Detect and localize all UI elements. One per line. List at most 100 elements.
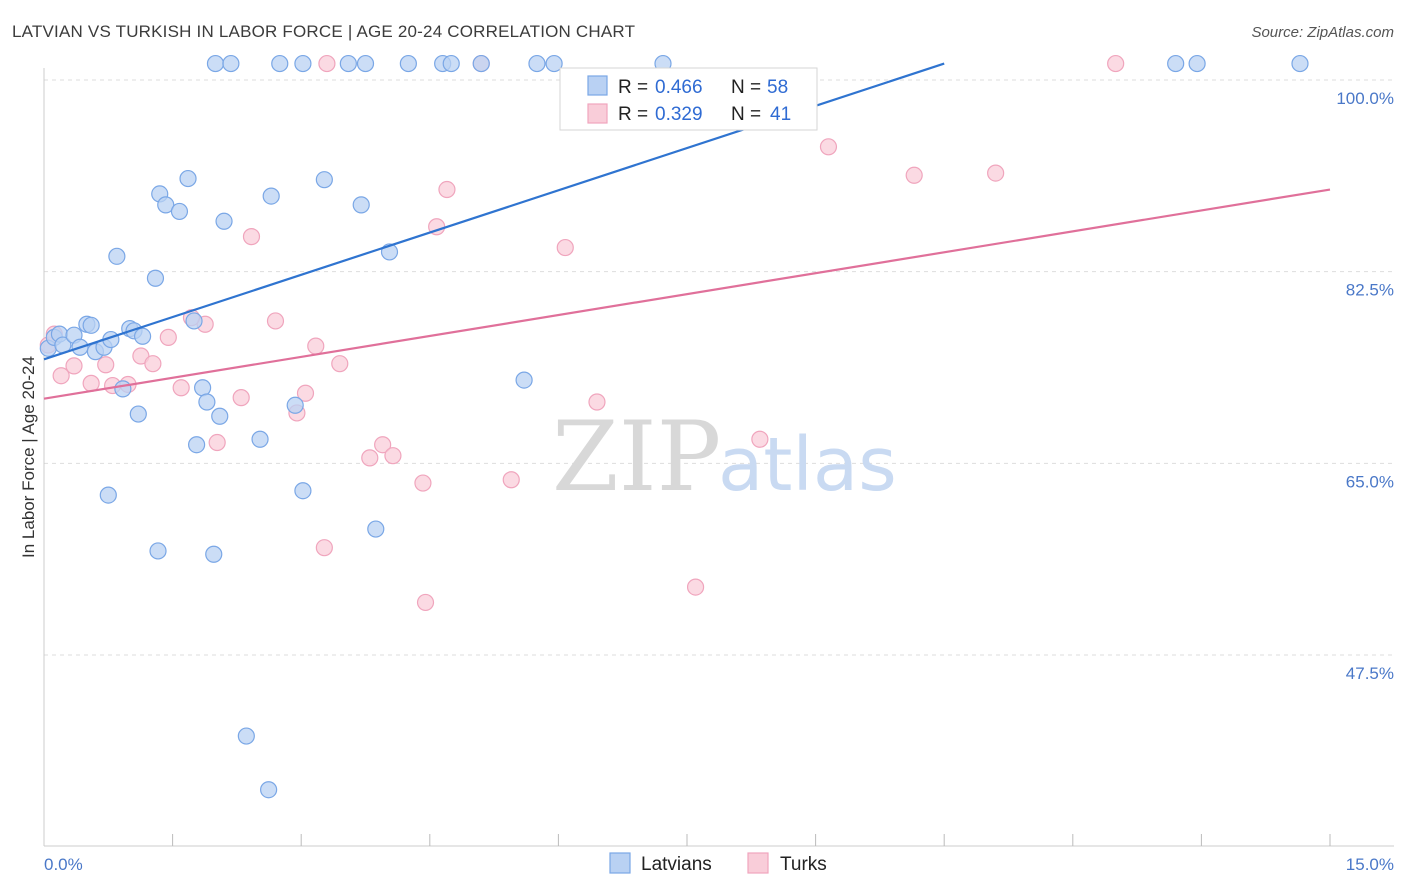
bottom-legend-label-latvians: Latvians xyxy=(641,854,712,875)
turks-point xyxy=(307,337,325,355)
latvians-point xyxy=(108,247,126,265)
turks-point xyxy=(414,474,432,492)
latvians-point xyxy=(352,196,370,214)
latvians-point xyxy=(206,54,225,73)
turks-point xyxy=(132,347,150,365)
turks-point xyxy=(987,164,1005,182)
legend-r-value-turks: 0.329 xyxy=(655,104,703,125)
latvians-point xyxy=(215,212,233,230)
legend-swatch-turks xyxy=(587,103,608,124)
y-tick-label: 82.5% xyxy=(1346,281,1394,300)
y-tick-label: 100.0% xyxy=(1336,89,1394,108)
turks-point xyxy=(905,166,923,184)
y-tick-label: 47.5% xyxy=(1346,664,1394,683)
turks-point xyxy=(686,578,705,596)
legend-swatch-latvians xyxy=(587,75,608,96)
x-axis-ticks xyxy=(172,834,1331,846)
latvians-point xyxy=(251,430,269,448)
latvians-point xyxy=(262,187,280,205)
latvians-point xyxy=(294,54,312,73)
series-latvians-points xyxy=(39,54,1309,799)
latvians-point xyxy=(545,54,563,73)
legend-n-value-latvians: 58 xyxy=(767,77,788,98)
latvians-point xyxy=(170,202,189,221)
latvians-point xyxy=(356,54,375,73)
turks-point xyxy=(159,328,177,346)
turks-point xyxy=(438,180,456,199)
latvians-point xyxy=(1167,54,1185,73)
latvians-point xyxy=(133,327,152,345)
latvians-point xyxy=(472,54,490,73)
watermark-atlas: atlas xyxy=(718,422,897,508)
turks-point xyxy=(82,374,100,392)
latvians-point xyxy=(222,54,240,73)
latvians-point xyxy=(442,54,460,73)
y-axis-tick-labels: 47.5% 65.0% 82.5% 100.0% xyxy=(1336,89,1394,683)
turks-point xyxy=(144,355,162,373)
turks-point xyxy=(52,367,70,385)
turks-point xyxy=(318,54,336,73)
latvians-point xyxy=(205,545,223,563)
turks-point xyxy=(384,447,402,465)
latvians-point xyxy=(1188,54,1206,73)
latvians-point xyxy=(157,196,175,214)
turks-point xyxy=(751,430,769,448)
source-label: Source: ZipAtlas.com xyxy=(1251,24,1394,41)
x-tick-label-min: 0.0% xyxy=(44,855,83,874)
turks-point xyxy=(296,384,315,402)
legend-n-label-turks: N = xyxy=(731,104,761,125)
legend-n-label-latvians: N = xyxy=(731,77,761,98)
bottom-legend-swatch-latvians xyxy=(609,852,631,874)
legend-n-value-turks: 41 xyxy=(770,104,791,125)
latvians-point xyxy=(399,54,417,73)
latvians-point xyxy=(1291,54,1309,73)
bottom-legend-swatch-turks xyxy=(747,852,769,874)
turks-point xyxy=(172,379,190,397)
turks-point xyxy=(232,389,250,407)
bottom-legend-label-turks: Turks xyxy=(780,854,827,875)
latvians-point xyxy=(294,482,312,500)
latvians-point xyxy=(146,269,165,287)
latvians-point xyxy=(237,727,255,745)
latvians-point xyxy=(99,486,117,504)
turks-point xyxy=(556,238,574,257)
y-tick-label: 65.0% xyxy=(1346,472,1394,491)
latvians-point xyxy=(188,436,206,454)
x-tick-label-max: 15.0% xyxy=(1346,855,1394,874)
turks-point xyxy=(208,433,226,452)
latvians-point xyxy=(211,407,229,425)
series-turks-points xyxy=(39,54,1125,612)
latvians-point xyxy=(82,316,100,334)
turks-point xyxy=(374,436,392,454)
turks-point xyxy=(588,393,606,411)
y-axis-label: In Labor Force | Age 20-24 xyxy=(19,356,38,558)
latvians-point xyxy=(286,396,304,414)
latvians-point xyxy=(315,171,333,189)
turks-point xyxy=(65,357,83,375)
latvians-point xyxy=(198,393,216,411)
latvians-point xyxy=(129,405,147,423)
bottom-legend: Latvians Turks xyxy=(609,852,827,875)
turks-point xyxy=(416,593,435,612)
turks-point xyxy=(819,138,838,156)
watermark-zip: ZIP xyxy=(552,401,721,513)
legend-r-label-latvians: R = xyxy=(618,77,648,98)
latvians-point xyxy=(260,781,278,799)
legend-r-label-turks: R = xyxy=(618,104,648,125)
latvians-point xyxy=(149,542,167,560)
turks-point xyxy=(1107,54,1125,73)
grid-lines xyxy=(44,79,1394,656)
latvians-point xyxy=(185,312,203,330)
turks-point xyxy=(266,312,285,330)
legend-r-value-latvians: 0.466 xyxy=(655,77,703,98)
chart-title: LATVIAN VS TURKISH IN LABOR FORCE | AGE … xyxy=(12,22,636,41)
turks-point xyxy=(502,471,520,489)
latvians-point xyxy=(367,520,385,538)
legend-box: R = 0.466 N = 58 R = 0.329 N = 41 xyxy=(559,67,818,131)
turks-point xyxy=(361,449,379,467)
latvians-point xyxy=(114,380,132,398)
latvians-point xyxy=(515,371,533,389)
turks-point xyxy=(315,539,333,557)
turks-point xyxy=(331,355,349,373)
